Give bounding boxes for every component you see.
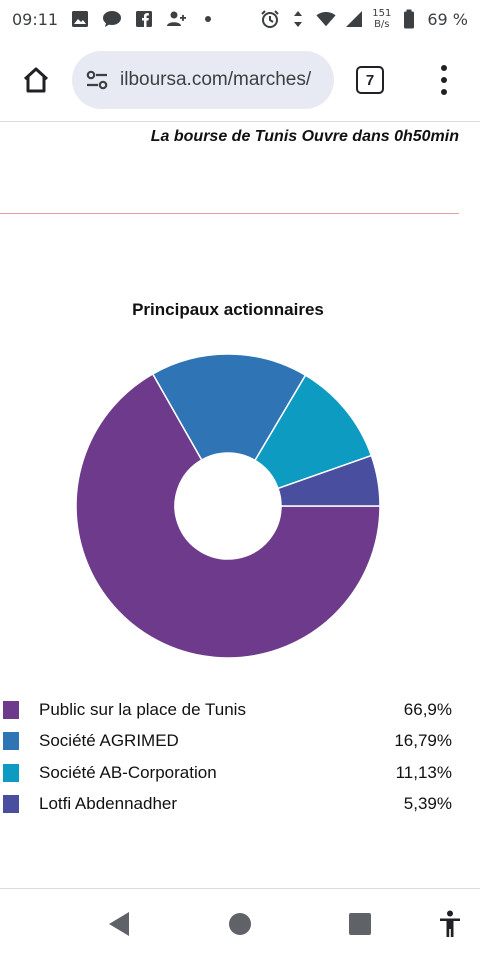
market-status-text: La bourse de Tunis Ouvre dans 0h50min xyxy=(150,128,459,145)
toolbar-divider xyxy=(0,121,480,122)
overflow-menu-button[interactable] xyxy=(438,65,450,95)
pie-slice-4[interactable] xyxy=(277,454,381,507)
back-button[interactable] xyxy=(106,911,132,937)
image-icon xyxy=(70,9,90,29)
facebook-icon xyxy=(134,9,154,29)
legend-item: Société AB-Corporation 11,13% xyxy=(0,757,480,789)
legend-swatch xyxy=(3,732,19,751)
legend-label: Société AB-Corporation xyxy=(39,762,217,782)
tab-count: 7 xyxy=(365,71,375,89)
battery-percent: 69 % xyxy=(427,9,468,29)
dot-icon xyxy=(441,65,447,71)
back-icon xyxy=(109,912,129,936)
nav-divider xyxy=(0,888,480,889)
system-nav-bar xyxy=(0,889,480,960)
section-divider xyxy=(0,213,459,214)
legend-value: 5,39% xyxy=(403,794,452,814)
dot-icon xyxy=(198,9,218,29)
home-icon xyxy=(23,67,49,93)
browser-toolbar: ilboursa.com/marches/ 7 xyxy=(0,40,480,120)
chart-title: Principaux actionnaires xyxy=(132,300,324,319)
battery-icon xyxy=(399,9,419,29)
pie-slice-2[interactable] xyxy=(151,353,307,462)
legend-value: 16,79% xyxy=(394,731,452,751)
accessibility-icon xyxy=(440,910,460,937)
wifi-icon xyxy=(316,9,336,29)
legend-item: Lotfi Abdennadher 5,39% xyxy=(0,789,480,821)
pie-slice-1[interactable] xyxy=(75,372,381,659)
dot-icon xyxy=(441,89,447,95)
legend-label: Public sur la place de Tunis xyxy=(39,699,246,719)
dot-icon xyxy=(441,77,447,83)
shareholders-donut-chart xyxy=(75,353,381,659)
recents-icon xyxy=(349,913,371,935)
site-settings-icon[interactable] xyxy=(84,67,110,93)
accessibility-button[interactable] xyxy=(437,910,463,937)
home-button[interactable] xyxy=(16,60,56,100)
chart-legend: Public sur la place de Tunis 66,9% Société… xyxy=(0,694,480,820)
legend-swatch xyxy=(3,795,19,814)
legend-value: 66,9% xyxy=(403,699,452,719)
data-arrows-icon xyxy=(288,9,308,29)
status-bar: 09:11 151 B/s xyxy=(0,0,480,38)
legend-item: Public sur la place de Tunis 66,9% xyxy=(0,694,480,726)
signal-icon xyxy=(344,9,364,29)
url-field[interactable]: ilboursa.com/marches/ xyxy=(72,51,334,109)
url-text: ilboursa.com/marches/ xyxy=(120,69,312,90)
home-circle-icon xyxy=(229,913,251,935)
legend-swatch xyxy=(3,763,19,782)
legend-swatch xyxy=(3,700,19,719)
person-add-icon xyxy=(166,9,187,29)
legend-value: 11,13% xyxy=(395,762,452,782)
home-nav-button[interactable] xyxy=(227,911,253,937)
chat-icon xyxy=(102,9,122,29)
recents-button[interactable] xyxy=(347,911,373,937)
legend-label: Lotfi Abdennadher xyxy=(39,794,178,814)
tab-switcher-button[interactable]: 7 xyxy=(356,66,384,94)
alarm-icon xyxy=(260,9,280,29)
status-time: 09:11 xyxy=(12,9,59,29)
legend-item: Société AGRIMED 16,79% xyxy=(0,726,480,758)
net-speed: 151 B/s xyxy=(372,8,392,30)
legend-label: Société AGRIMED xyxy=(39,731,179,751)
